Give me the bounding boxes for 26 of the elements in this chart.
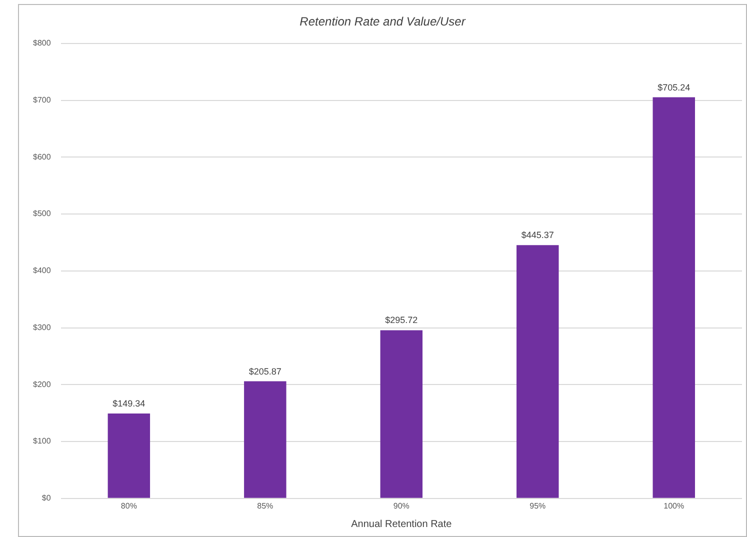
data-label: $445.37 xyxy=(521,230,554,240)
y-tick-label: $800 xyxy=(33,38,52,48)
x-tick-label: 90% xyxy=(393,501,410,510)
x-axis-title: Annual Retention Rate xyxy=(351,518,452,530)
data-label: $205.87 xyxy=(248,366,282,376)
bar xyxy=(652,97,695,498)
x-tick-label: 80% xyxy=(120,501,137,510)
y-tick-label: $400 xyxy=(33,266,52,276)
y-tick-label: $500 xyxy=(33,209,52,218)
data-label: $295.72 xyxy=(385,315,418,326)
bar xyxy=(516,245,559,498)
y-tick-label: $200 xyxy=(33,380,52,389)
x-tick-label: 100% xyxy=(664,501,684,510)
bar xyxy=(380,330,423,498)
data-label: $705.24 xyxy=(658,82,690,92)
bar xyxy=(108,413,150,498)
y-tick-label: $700 xyxy=(33,95,52,104)
x-tick-label: 95% xyxy=(530,501,546,510)
bar xyxy=(244,381,286,498)
chart-title: Retention Rate and Value/User xyxy=(300,14,466,29)
y-tick-label: $0 xyxy=(42,494,52,503)
data-label: $149.34 xyxy=(112,398,146,408)
y-tick-label: $600 xyxy=(33,152,52,162)
y-tick-label: $300 xyxy=(33,322,52,332)
x-tick-label: 85% xyxy=(257,501,274,510)
y-tick-label: $100 xyxy=(33,436,52,446)
